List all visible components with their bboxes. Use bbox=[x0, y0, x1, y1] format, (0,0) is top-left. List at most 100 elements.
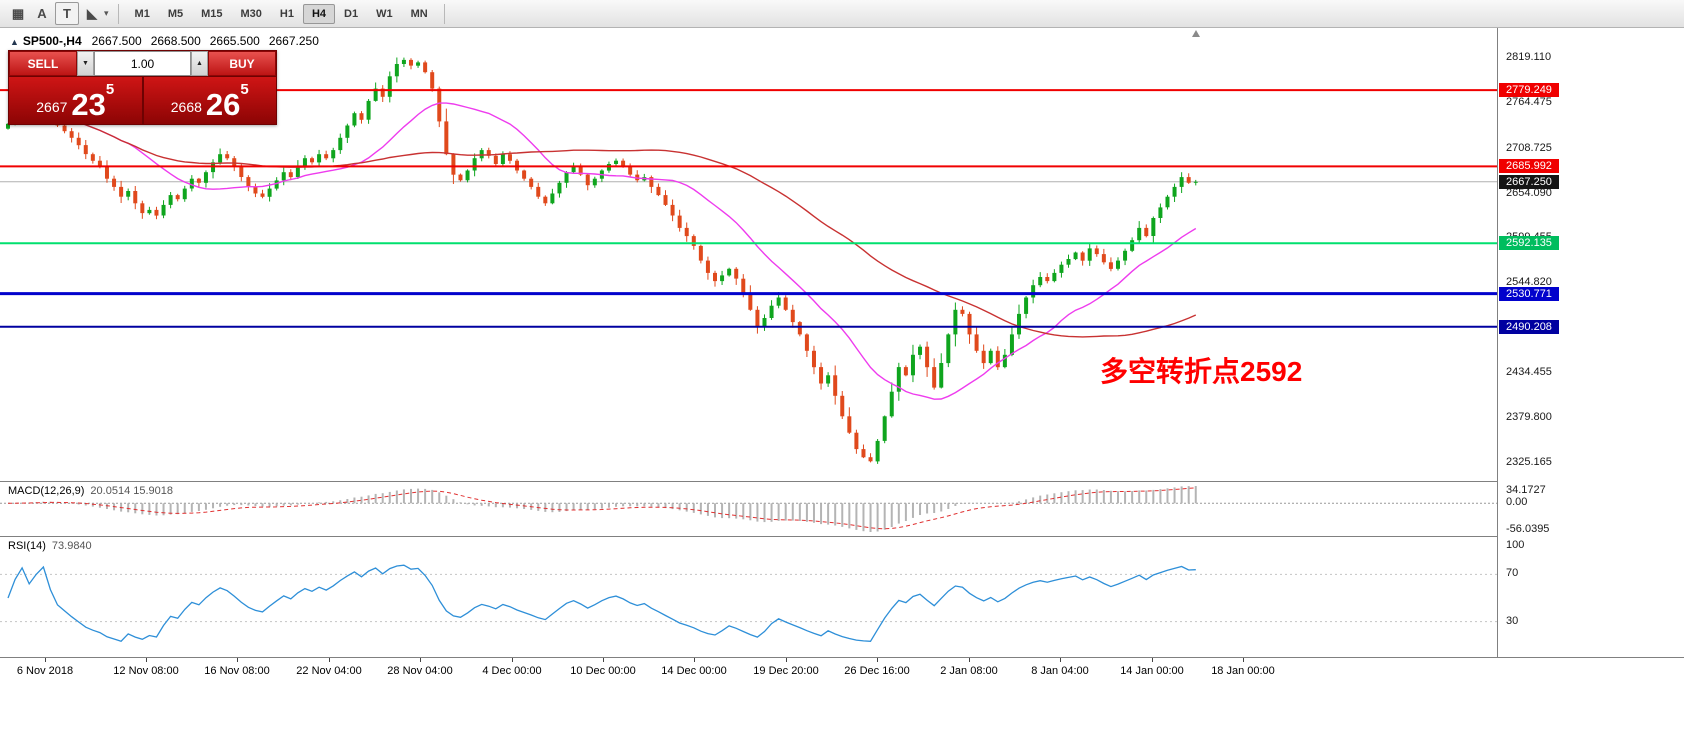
time-tick bbox=[329, 658, 330, 662]
symbol-header: ▲ SP500-,H4 2667.500 2668.500 2665.500 2… bbox=[10, 34, 328, 48]
time-axis-label: 12 Nov 08:00 bbox=[113, 665, 179, 677]
rsi-scale-label: 30 bbox=[1506, 614, 1519, 627]
time-axis-label: 2 Jan 08:00 bbox=[940, 665, 998, 677]
time-tick bbox=[45, 658, 46, 662]
time-axis-label: 6 Nov 2018 bbox=[16, 665, 74, 677]
price-tick: 2379.800 bbox=[1506, 411, 1552, 424]
toolbar: ▦ A T ◣ ▾ M1 M5 M15 M30 H1 H4 D1 W1 MN bbox=[0, 0, 1684, 28]
time-axis-label: 22 Nov 04:00 bbox=[296, 665, 362, 677]
time-axis-label: 16 Nov 08:00 bbox=[204, 665, 270, 677]
macd-scale-bottom: -56.0395 bbox=[1506, 523, 1550, 535]
price-tick: 2819.110 bbox=[1506, 51, 1552, 64]
price-badge: 2592.135 bbox=[1499, 236, 1559, 251]
price-badge: 2685.992 bbox=[1499, 159, 1559, 174]
time-axis-label: 26 Dec 16:00 bbox=[844, 665, 910, 677]
symbol-name: SP500-,H4 bbox=[22, 34, 82, 48]
time-tick bbox=[1243, 658, 1244, 662]
quote-high: 2668.500 bbox=[150, 34, 201, 48]
rsi-canvas[interactable] bbox=[0, 538, 1497, 658]
price-tick: 2764.475 bbox=[1506, 96, 1552, 109]
timeframe-button-m15[interactable]: M15 bbox=[201, 7, 223, 20]
macd-indicator-panel[interactable]: MACD(12,26,9) 20.0514 15.9018 bbox=[0, 481, 1497, 536]
chevron-down-icon: ▼ bbox=[82, 60, 89, 67]
chevron-up-icon: ▲ bbox=[196, 60, 203, 67]
time-tick bbox=[237, 658, 238, 662]
time-tick bbox=[877, 658, 878, 662]
quote-open: 2667.500 bbox=[91, 34, 142, 48]
timeframe-button-d1[interactable]: D1 bbox=[344, 7, 359, 20]
time-tick bbox=[1060, 658, 1061, 662]
price-tick: 2325.165 bbox=[1506, 456, 1552, 469]
shapes-tool-icon[interactable]: ◣ bbox=[87, 5, 97, 21]
time-tick bbox=[603, 658, 604, 662]
buy-price-display[interactable]: 2668 26 5 bbox=[141, 77, 276, 124]
price-scale[interactable]: 34.1727 0.00 -56.0395 2819.110 2764.475 27… bbox=[1497, 28, 1684, 683]
one-click-trading-panel: SELL ▼ ▲ BUY 2667 23 5 2668 26 5 bbox=[8, 50, 277, 125]
timeframe-button-mn[interactable]: MN bbox=[410, 7, 428, 20]
price-chart-area[interactable]: ▲ SP500-,H4 2667.500 2668.500 2665.500 2… bbox=[0, 28, 1497, 481]
timeframe-button-h4[interactable]: H4 bbox=[302, 3, 336, 24]
symbol-triangle-icon: ▲ bbox=[10, 37, 19, 47]
time-tick bbox=[1152, 658, 1153, 662]
time-tick bbox=[969, 658, 970, 662]
chart-text-annotation: 多空转折点2592 bbox=[1100, 356, 1303, 387]
time-axis-label: 10 Dec 00:00 bbox=[570, 665, 636, 677]
timeframe-button-w1[interactable]: W1 bbox=[376, 7, 393, 20]
time-tick bbox=[694, 658, 695, 662]
volume-decrease-button[interactable]: ▼ bbox=[77, 51, 94, 76]
toolbar-separator bbox=[117, 3, 119, 24]
time-axis-label: 14 Dec 00:00 bbox=[661, 665, 727, 677]
time-axis-label: 14 Jan 00:00 bbox=[1120, 665, 1184, 677]
time-axis-label: 19 Dec 20:00 bbox=[753, 665, 819, 677]
price-badge: 2779.249 bbox=[1499, 83, 1559, 98]
rsi-value: 73.9840 bbox=[51, 540, 92, 552]
time-axis-label: 28 Nov 04:00 bbox=[387, 665, 453, 677]
time-tick bbox=[786, 658, 787, 662]
macd-scale-zero: 0.00 bbox=[1506, 496, 1528, 509]
volume-increase-button[interactable]: ▲ bbox=[191, 51, 208, 76]
sell-price-display[interactable]: 2667 23 5 bbox=[9, 77, 142, 124]
rsi-scale-label: 70 bbox=[1506, 567, 1519, 580]
rsi-indicator-panel[interactable]: RSI(14) 73.9840 bbox=[0, 536, 1497, 657]
sell-button[interactable]: SELL bbox=[9, 51, 77, 76]
sell-price-fraction: 5 bbox=[105, 81, 115, 98]
text-tool-icon[interactable]: A bbox=[37, 6, 47, 21]
toolbar-separator bbox=[443, 3, 445, 24]
time-tick bbox=[146, 658, 147, 662]
price-tick: 2708.725 bbox=[1506, 141, 1552, 154]
price-tick: 2434.455 bbox=[1506, 366, 1552, 379]
buy-price-fraction: 5 bbox=[240, 81, 249, 98]
macd-canvas[interactable] bbox=[0, 483, 1497, 537]
time-tick bbox=[420, 658, 421, 662]
label-tool-icon[interactable]: T bbox=[55, 2, 79, 25]
volume-input[interactable] bbox=[94, 51, 191, 76]
timeframe-button-m30[interactable]: M30 bbox=[240, 7, 262, 20]
price-badge: 2530.771 bbox=[1499, 286, 1559, 301]
time-axis-label: 18 Jan 00:00 bbox=[1211, 665, 1275, 677]
chart-grid-tool-icon[interactable]: ▦ bbox=[11, 5, 25, 21]
chart-shift-marker[interactable] bbox=[1192, 30, 1200, 37]
buy-price-handle: 2668 bbox=[170, 99, 202, 115]
dropdown-caret-icon[interactable]: ▾ bbox=[104, 8, 109, 18]
price-tick: 2544.820 bbox=[1506, 276, 1552, 289]
macd-label: MACD(12,26,9) 20.0514 15.9018 bbox=[8, 485, 174, 497]
price-tick: 2654.090 bbox=[1506, 186, 1552, 199]
time-axis-label: 8 Jan 04:00 bbox=[1031, 665, 1089, 677]
timeframe-group: M1 M5 M15 M30 H1 H4 D1 W1 MN bbox=[126, 3, 437, 24]
price-badge: 2667.250 bbox=[1499, 174, 1559, 189]
buy-button[interactable]: BUY bbox=[208, 51, 276, 76]
tool-group: ▦ A T ◣ ▾ bbox=[6, 2, 111, 25]
quote-low: 2665.500 bbox=[209, 34, 260, 48]
macd-values: 20.0514 15.9018 bbox=[90, 485, 174, 497]
time-axis[interactable]: 6 Nov 2018 12 Nov 08:00 16 Nov 08:00 22 Nov… bbox=[0, 657, 1684, 683]
buy-price-pips: 26 bbox=[205, 87, 241, 122]
quote-close: 2667.250 bbox=[268, 34, 319, 48]
timeframe-button-m1[interactable]: M1 bbox=[134, 7, 150, 20]
sell-price-handle: 2667 bbox=[36, 99, 68, 115]
rsi-scale-label: 100 bbox=[1506, 539, 1525, 551]
price-badge: 2490.208 bbox=[1499, 319, 1559, 334]
time-axis-label: 4 Dec 00:00 bbox=[482, 665, 542, 677]
timeframe-button-m5[interactable]: M5 bbox=[167, 7, 184, 20]
timeframe-button-h1[interactable]: H1 bbox=[279, 7, 294, 20]
